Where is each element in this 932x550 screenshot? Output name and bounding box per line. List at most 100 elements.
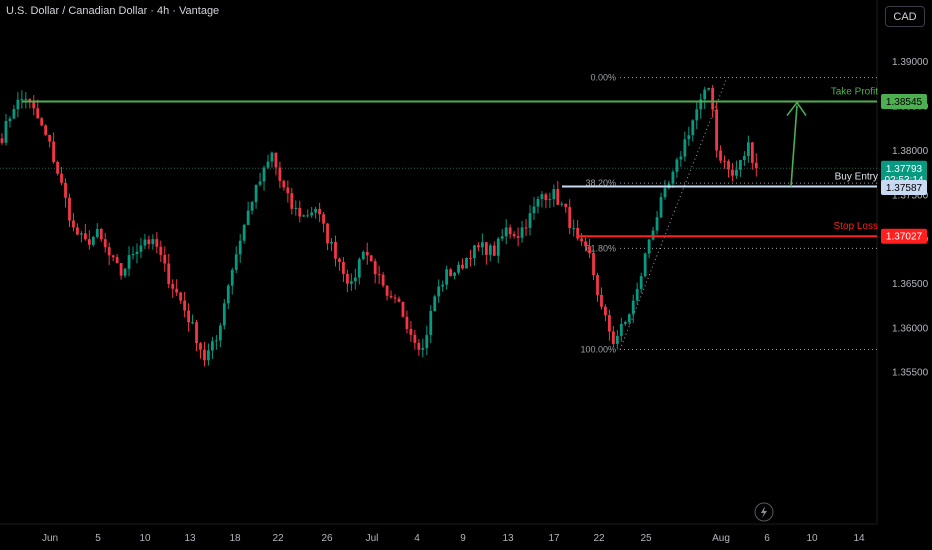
- candle-body: [282, 180, 286, 188]
- x-tick-label: 4: [414, 533, 420, 544]
- lightning-icon[interactable]: [754, 502, 774, 522]
- candle-body: [262, 167, 266, 182]
- candle-body: [87, 239, 91, 245]
- candle-body: [532, 206, 536, 214]
- candle-body: [477, 245, 480, 248]
- take-profit-price-badge-text: 1.38545: [886, 97, 923, 108]
- y-tick-label: 1.39000: [892, 57, 929, 68]
- x-tick-label: 13: [502, 533, 514, 544]
- candle-body: [643, 253, 647, 277]
- candle-body: [143, 239, 147, 246]
- candle-body: [111, 255, 115, 258]
- buy-entry-label: Buy Entry: [835, 172, 878, 183]
- candle-body: [401, 301, 405, 317]
- candle-body: [52, 141, 56, 162]
- candle-body: [695, 109, 699, 121]
- candle-body: [500, 236, 504, 239]
- candle-body: [238, 240, 242, 255]
- y-tick-label: 1.36000: [892, 323, 929, 334]
- currency-button[interactable]: CAD: [885, 6, 925, 27]
- x-tick-label: Aug: [712, 533, 730, 544]
- candle-body: [536, 198, 540, 207]
- candle-body: [135, 251, 139, 254]
- candle-body: [357, 259, 361, 278]
- candle-body: [679, 156, 683, 160]
- candle-body: [234, 254, 238, 270]
- candle-body: [36, 108, 40, 119]
- candle-body: [615, 335, 619, 344]
- candle-body: [72, 220, 75, 228]
- candle-body: [266, 161, 270, 168]
- candle-body: [647, 239, 651, 254]
- candle-body: [183, 300, 187, 311]
- candle-body: [584, 241, 587, 247]
- stop-loss-price-badge-text: 1.37027: [886, 232, 923, 243]
- candle-body: [425, 335, 429, 349]
- candle-body: [608, 315, 611, 332]
- candle-body: [16, 99, 20, 110]
- candle-body: [389, 295, 393, 298]
- candle-body: [326, 223, 329, 244]
- candle-body: [548, 199, 552, 201]
- fib-level-label: 100.00%: [580, 344, 616, 354]
- projection-arrow-head: [786, 101, 807, 117]
- candle-body: [28, 98, 32, 101]
- candle-body: [635, 288, 639, 301]
- candle-body: [226, 285, 230, 304]
- candle-body: [302, 215, 306, 217]
- fib-trend-line: [619, 77, 728, 350]
- candle-body: [588, 246, 591, 254]
- candle-body: [611, 331, 615, 344]
- candle-body: [159, 246, 163, 255]
- candle-body: [727, 161, 730, 170]
- candle-body: [742, 156, 746, 161]
- x-tick-label: 9: [460, 533, 466, 544]
- candle-body: [512, 234, 516, 237]
- candle-body: [187, 310, 190, 323]
- candle-body: [655, 217, 659, 231]
- candle-body: [44, 125, 48, 135]
- candle-body: [294, 207, 298, 209]
- candle-body: [32, 100, 36, 109]
- candle-body: [723, 160, 726, 162]
- candle-body: [659, 197, 663, 218]
- candle-body: [568, 207, 572, 229]
- candle-body: [544, 194, 548, 201]
- stop-loss-price-badge: [881, 228, 927, 244]
- candle-body: [290, 193, 294, 209]
- candle-body: [631, 300, 635, 315]
- candle-body: [242, 224, 246, 241]
- candle-body: [115, 257, 119, 264]
- x-tick-label: 17: [548, 533, 560, 544]
- candle-body: [473, 245, 476, 259]
- candle-body: [314, 208, 318, 213]
- candle-body: [540, 194, 544, 199]
- candle-body: [564, 203, 568, 208]
- candle-body: [107, 247, 111, 256]
- candle-body: [572, 227, 576, 229]
- candle-body: [211, 341, 214, 351]
- candle-body: [592, 253, 595, 276]
- candle-body: [0, 138, 4, 143]
- candle-body: [199, 343, 202, 350]
- candle-body: [286, 187, 290, 194]
- candle-body: [600, 294, 603, 307]
- candle-body: [703, 89, 707, 100]
- candle-body: [421, 348, 425, 350]
- candle-body: [377, 274, 381, 276]
- candle-body: [453, 272, 456, 276]
- take-profit-price-badge: [881, 94, 927, 110]
- candle-body: [4, 121, 8, 143]
- projection-arrow-shaft: [790, 105, 798, 187]
- candle-body: [687, 135, 691, 140]
- candle-body: [746, 142, 750, 157]
- candle-body: [230, 269, 234, 286]
- candle-body: [258, 181, 262, 185]
- candle-body: [719, 150, 722, 161]
- candle-body: [560, 203, 564, 205]
- candle-body: [671, 171, 675, 184]
- candle-body: [56, 161, 59, 174]
- candle-body: [488, 245, 492, 255]
